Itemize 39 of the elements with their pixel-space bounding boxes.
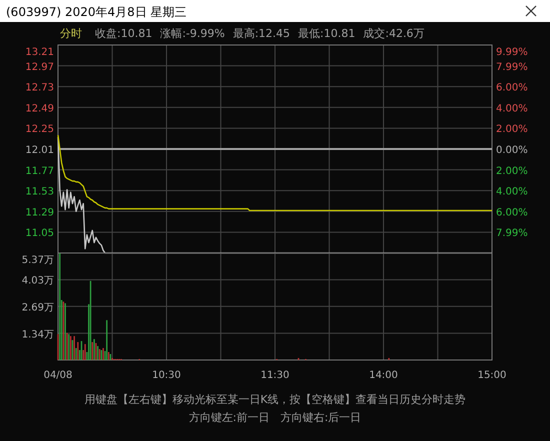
y2-tick-label: 4.00% <box>496 103 528 114</box>
x-tick-label: 10:30 <box>152 370 181 381</box>
y2-tick-label: 6.00% <box>496 207 528 218</box>
x-tick-label: 04/08 <box>44 370 72 381</box>
chart-subtitle: 分时 <box>60 27 82 40</box>
line-series <box>57 134 493 212</box>
y2-tick-label: 7.99% <box>496 62 528 73</box>
x-tick-label: 14:00 <box>369 370 398 381</box>
y-tick-label: 13.21 <box>25 47 54 58</box>
y-tick-label: 12.49 <box>25 103 54 114</box>
y-tick-label: 4.03万 <box>22 276 54 287</box>
y2-tick-label: 7.99% <box>496 228 528 240</box>
text: 成交:42.6万 <box>363 27 424 40</box>
y-tick-label: 12.73 <box>25 82 54 94</box>
y-tick-label: 12.97 <box>25 62 54 73</box>
y-tick-label: 2.69万 <box>22 302 54 314</box>
y-tick-label: 1.34万 <box>22 329 54 340</box>
x-tick-label: 11:30 <box>260 370 290 381</box>
y2-tick-label: 9.99% <box>496 47 528 58</box>
y2-tick-label: 4.00% <box>496 186 528 198</box>
y-tick-label: 12.25 <box>25 124 54 136</box>
text: 最低:10.81 <box>298 27 356 40</box>
y-tick-label: 5.37万 <box>22 255 54 266</box>
text: 最高:12.45 <box>232 27 290 40</box>
text: 收盘:10.81 <box>95 27 152 40</box>
y-tick-label: 11.29 <box>25 207 54 218</box>
text: 用键盘【左右键】移动光标至某一日K线，按【空格键】查看当日历史分时走势 <box>84 393 466 406</box>
y-tick-label: 11.53 <box>25 186 54 198</box>
y2-tick-label: 2.00% <box>496 166 528 177</box>
y-tick-label: 12.01 <box>25 145 54 156</box>
y2-tick-label: 0.00% <box>496 145 528 156</box>
y2-tick-label: 6.00% <box>496 82 528 94</box>
chart-title: (603997) 2020年4月8日 星期三 <box>6 5 187 19</box>
y2-tick-label: 2.00% <box>496 124 528 136</box>
y-tick-label: 11.05 <box>25 228 54 240</box>
text: 方向键左:前一日 方向键右:后一日 <box>188 411 362 424</box>
y-tick-label: 11.77 <box>25 166 54 177</box>
text: 涨幅:-9.99% <box>160 27 225 40</box>
x-tick-label: 15:00 <box>478 370 506 381</box>
